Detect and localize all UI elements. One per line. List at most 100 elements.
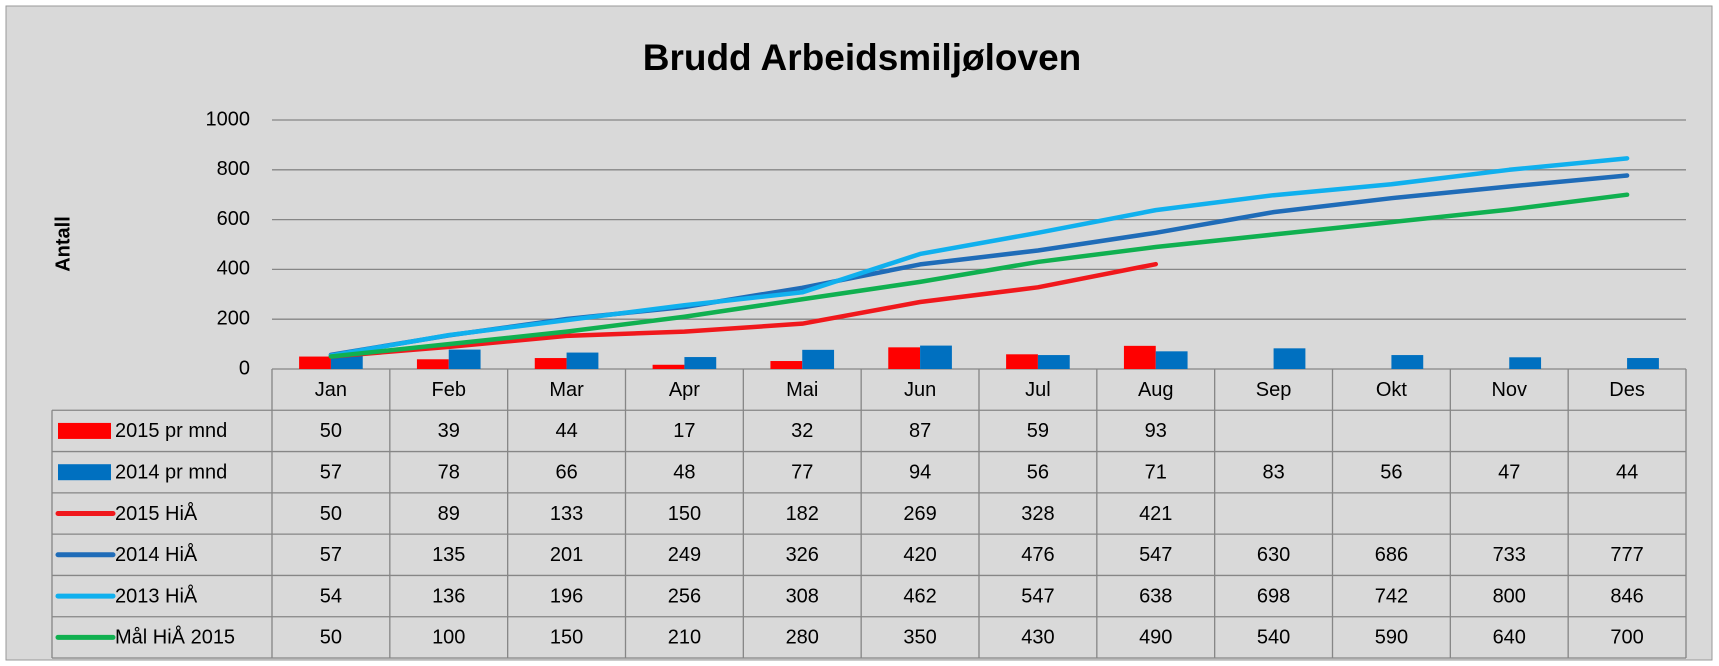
- legend-key: [58, 464, 111, 481]
- table-value: 44: [1616, 461, 1638, 483]
- table-value: 87: [909, 420, 931, 442]
- legend-label: Mål HiÅ 2015: [115, 626, 235, 649]
- x-tick-label: Des: [1609, 379, 1645, 401]
- y-tick-label: 600: [217, 208, 250, 230]
- table-value: 476: [1021, 544, 1054, 566]
- legend-key: [58, 422, 111, 439]
- bar: [1155, 351, 1188, 369]
- table-value: 420: [903, 544, 936, 566]
- x-tick-label: Jan: [315, 379, 347, 401]
- table-value: 196: [550, 585, 583, 607]
- table-value: 77: [791, 461, 813, 483]
- y-tick-label: 400: [217, 258, 250, 280]
- table-value: 47: [1498, 461, 1520, 483]
- table-value: 777: [1610, 544, 1643, 566]
- y-axis-label: Antall: [52, 216, 74, 272]
- table-value: 32: [791, 420, 813, 442]
- table-value: 249: [668, 544, 701, 566]
- bar: [684, 357, 717, 369]
- table-value: 201: [550, 544, 583, 566]
- bar: [1627, 358, 1659, 369]
- table-value: 210: [668, 627, 701, 649]
- table-value: 686: [1375, 544, 1408, 566]
- table-value: 350: [903, 627, 936, 649]
- x-tick-label: Okt: [1376, 379, 1408, 401]
- table-value: 83: [1262, 461, 1284, 483]
- table-value: 94: [909, 461, 931, 483]
- table-value: 269: [903, 503, 936, 525]
- table-value: 17: [673, 420, 695, 442]
- x-tick-label: Aug: [1138, 379, 1174, 401]
- y-tick-label: 0: [239, 357, 250, 379]
- table-value: 48: [673, 461, 695, 483]
- bar: [448, 349, 481, 369]
- table-value: 462: [903, 585, 936, 607]
- y-tick-label: 800: [217, 158, 250, 180]
- line: [328, 261, 1158, 359]
- legend-label: 2014 pr mnd: [115, 461, 227, 483]
- table-value: 421: [1139, 503, 1172, 525]
- x-tick-label: Sep: [1256, 379, 1292, 401]
- table-value: 100: [432, 627, 465, 649]
- table-value: 44: [555, 420, 577, 442]
- table-value: 547: [1021, 585, 1054, 607]
- table-value: 430: [1021, 627, 1054, 649]
- table-value: 638: [1139, 585, 1172, 607]
- table-value: 50: [320, 627, 342, 649]
- table-value: 150: [550, 627, 583, 649]
- bar: [534, 358, 567, 369]
- x-tick-label: Nov: [1491, 379, 1527, 401]
- table-value: 328: [1021, 503, 1054, 525]
- bar: [566, 352, 599, 369]
- bar: [299, 356, 331, 369]
- table-value: 640: [1493, 627, 1526, 649]
- table-value: 326: [786, 544, 819, 566]
- legend-label: 2015 HiÅ: [115, 502, 198, 525]
- table-value: 78: [438, 461, 460, 483]
- bar: [888, 347, 921, 369]
- line: [328, 192, 1630, 359]
- table-value: 540: [1257, 627, 1290, 649]
- table-value: 89: [438, 503, 460, 525]
- x-tick-label: Jul: [1025, 379, 1051, 401]
- table-value: 846: [1610, 585, 1643, 607]
- bar: [330, 354, 363, 369]
- x-tick-label: Mai: [786, 379, 818, 401]
- table-value: 630: [1257, 544, 1290, 566]
- table-value: 54: [320, 585, 342, 607]
- table-value: 182: [786, 503, 819, 525]
- table-value: 133: [550, 503, 583, 525]
- bar: [1037, 355, 1070, 369]
- table-value: 135: [432, 544, 465, 566]
- table-value: 50: [320, 420, 342, 442]
- bar: [1273, 348, 1306, 369]
- table-value: 700: [1610, 627, 1643, 649]
- y-tick-label: 200: [217, 307, 250, 329]
- x-tick-label: Feb: [432, 379, 466, 401]
- legend-label: 2014 HiÅ: [115, 543, 198, 566]
- table-value: 590: [1375, 627, 1408, 649]
- bar: [652, 364, 685, 369]
- table-value: 93: [1145, 420, 1167, 442]
- table-value: 71: [1145, 461, 1167, 483]
- legend-label: 2013 HiÅ: [115, 584, 198, 607]
- bar: [770, 361, 803, 369]
- table-value: 150: [668, 503, 701, 525]
- x-tick-label: Jun: [904, 379, 936, 401]
- table-value: 490: [1139, 627, 1172, 649]
- table-value: 66: [555, 461, 577, 483]
- bar: [416, 359, 449, 369]
- bar: [1391, 355, 1424, 369]
- bar: [1123, 345, 1156, 369]
- table-value: 308: [786, 585, 819, 607]
- legend-label: 2015 pr mnd: [115, 420, 227, 442]
- table-value: 59: [1027, 420, 1049, 442]
- bar: [802, 349, 835, 369]
- table-value: 547: [1139, 544, 1172, 566]
- chart-background: [5, 5, 1713, 661]
- chart-title: Brudd Arbeidsmiljøloven: [643, 37, 1082, 78]
- y-tick-label: 1000: [206, 108, 251, 130]
- table-value: 56: [1027, 461, 1049, 483]
- table-value: 742: [1375, 585, 1408, 607]
